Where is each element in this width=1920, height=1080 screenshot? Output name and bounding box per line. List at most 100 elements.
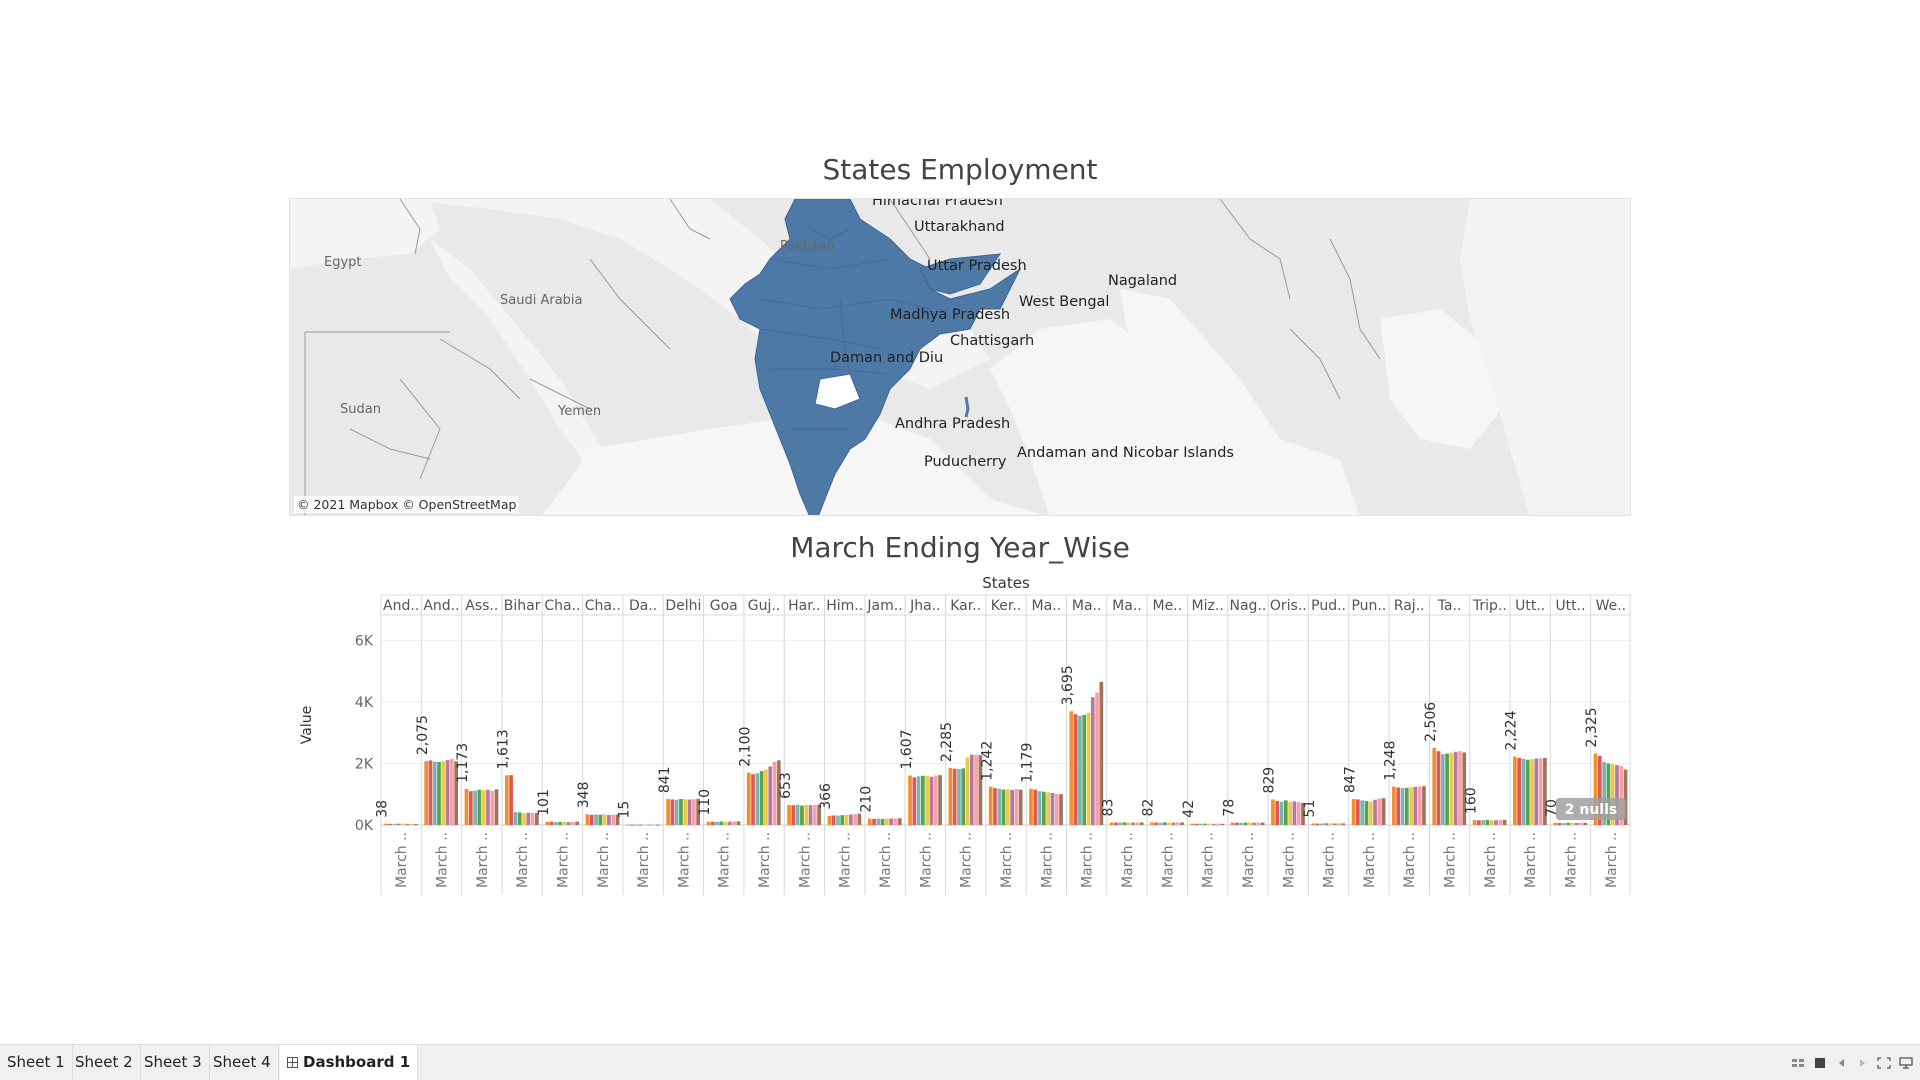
bar xyxy=(1440,754,1445,825)
bar-chart[interactable]: States 0K 2K 4K 6K Value And.. 38 March .. And.. 2… xyxy=(289,570,1631,895)
bar xyxy=(1014,789,1019,825)
tab-sheet-1[interactable]: Sheet 1 xyxy=(0,1045,73,1080)
state-header: Jha.. xyxy=(909,598,940,614)
bar xyxy=(948,768,953,825)
bar xyxy=(1422,786,1426,825)
bar xyxy=(723,821,728,825)
filmstrip-icon[interactable] xyxy=(1813,1057,1827,1069)
bar xyxy=(424,761,429,825)
bar xyxy=(933,775,938,825)
bar xyxy=(1315,823,1320,825)
bar xyxy=(1292,801,1297,825)
data-label: 1,179 xyxy=(1020,743,1036,783)
country-label-yemen: Yemen xyxy=(558,404,602,419)
bar xyxy=(1610,764,1615,825)
map-northeast[interactable] xyxy=(919,253,1002,295)
tab-sheet-4[interactable]: Sheet 4 xyxy=(206,1045,279,1080)
data-label: 82 xyxy=(1141,799,1157,817)
x-tick-label: March .. xyxy=(515,832,531,888)
y-tick-label: 6K xyxy=(355,633,374,649)
bar xyxy=(1167,822,1171,825)
bar xyxy=(1095,692,1099,825)
bar xyxy=(1050,793,1055,825)
bar xyxy=(454,761,459,825)
bar xyxy=(1126,822,1131,825)
state-label-andaman-nicobar: Andaman and Nicobar Islands xyxy=(1017,445,1234,461)
fullscreen-icon[interactable] xyxy=(1877,1057,1891,1069)
bar xyxy=(1288,801,1292,825)
x-tick-label: March .. xyxy=(1160,832,1176,888)
state-header: Utt.. xyxy=(1555,598,1585,614)
data-label: 42 xyxy=(1181,800,1197,818)
bar xyxy=(486,789,490,825)
country-label-egypt: Egypt xyxy=(324,255,362,270)
x-tick-label: March .. xyxy=(1483,832,1499,888)
bar xyxy=(1247,822,1252,825)
state-header: Raj.. xyxy=(1394,598,1425,614)
y-tick-label: 2K xyxy=(355,756,374,772)
bar xyxy=(768,766,773,825)
bar xyxy=(670,799,675,825)
bar xyxy=(441,761,446,825)
bar xyxy=(696,798,700,825)
state-header: Utt.. xyxy=(1515,598,1545,614)
bar xyxy=(857,813,862,825)
bar xyxy=(1328,823,1333,825)
bar xyxy=(683,799,688,825)
states-map[interactable]: Egypt Saudi Arabia Pakistan Sudan Yemen … xyxy=(289,198,1631,516)
bar xyxy=(957,769,961,825)
next-sheet-icon[interactable] xyxy=(1855,1057,1869,1069)
bar xyxy=(1135,822,1140,825)
water-indian-ocean xyxy=(990,319,1286,515)
bar xyxy=(530,813,535,825)
bar xyxy=(876,818,881,825)
data-label: 38 xyxy=(375,800,391,818)
bar xyxy=(1502,819,1507,825)
bar xyxy=(800,805,804,825)
bar xyxy=(655,824,660,826)
prev-sheet-icon[interactable] xyxy=(1835,1057,1849,1069)
bar xyxy=(1279,801,1284,825)
bar xyxy=(477,789,482,825)
data-label: 847 xyxy=(1342,766,1358,793)
map-attribution[interactable]: © 2021 Mapbox © OpenStreetMap xyxy=(294,496,520,513)
bar xyxy=(1494,820,1498,825)
bar xyxy=(880,819,885,825)
sheet-sorter-icon[interactable] xyxy=(1791,1057,1805,1069)
state-header: Miz.. xyxy=(1192,598,1224,614)
x-tick-label: March .. xyxy=(878,832,894,888)
country-label-pakistan: Pakistan xyxy=(780,239,835,254)
x-tick-label: March .. xyxy=(1604,832,1620,888)
bar xyxy=(1029,788,1033,825)
bar xyxy=(1356,799,1360,825)
bar xyxy=(1203,823,1208,825)
bar xyxy=(715,821,719,825)
bar xyxy=(1432,747,1437,825)
state-header: Kar.. xyxy=(950,598,981,614)
state-header: Pun.. xyxy=(1351,598,1386,614)
bar xyxy=(710,821,715,825)
state-header: Ma.. xyxy=(1032,598,1062,614)
bar xyxy=(993,788,997,825)
bar xyxy=(772,761,777,825)
state-label-nagaland: Nagaland xyxy=(1108,273,1178,289)
x-tick-label: March .. xyxy=(717,832,733,888)
state-header: Bihar xyxy=(504,598,541,614)
tab-label: Dashboard 1 xyxy=(303,1053,411,1071)
map-andaman-islands[interactable] xyxy=(964,396,970,418)
bar xyxy=(575,821,580,825)
presentation-icon[interactable] xyxy=(1899,1057,1913,1069)
bar xyxy=(432,761,437,825)
bar xyxy=(791,805,796,825)
data-label: 78 xyxy=(1221,799,1237,817)
tab-sheet-2[interactable]: Sheet 2 xyxy=(68,1045,141,1080)
map-india[interactable] xyxy=(729,199,1022,516)
tab-dashboard-1[interactable]: Dashboard 1 xyxy=(280,1045,419,1080)
bar xyxy=(921,775,925,825)
bar xyxy=(1283,800,1288,825)
bar xyxy=(849,814,853,825)
bar xyxy=(1538,758,1543,825)
tab-sheet-3[interactable]: Sheet 3 xyxy=(137,1045,210,1080)
bar xyxy=(1090,697,1095,825)
bar xyxy=(1109,822,1114,825)
